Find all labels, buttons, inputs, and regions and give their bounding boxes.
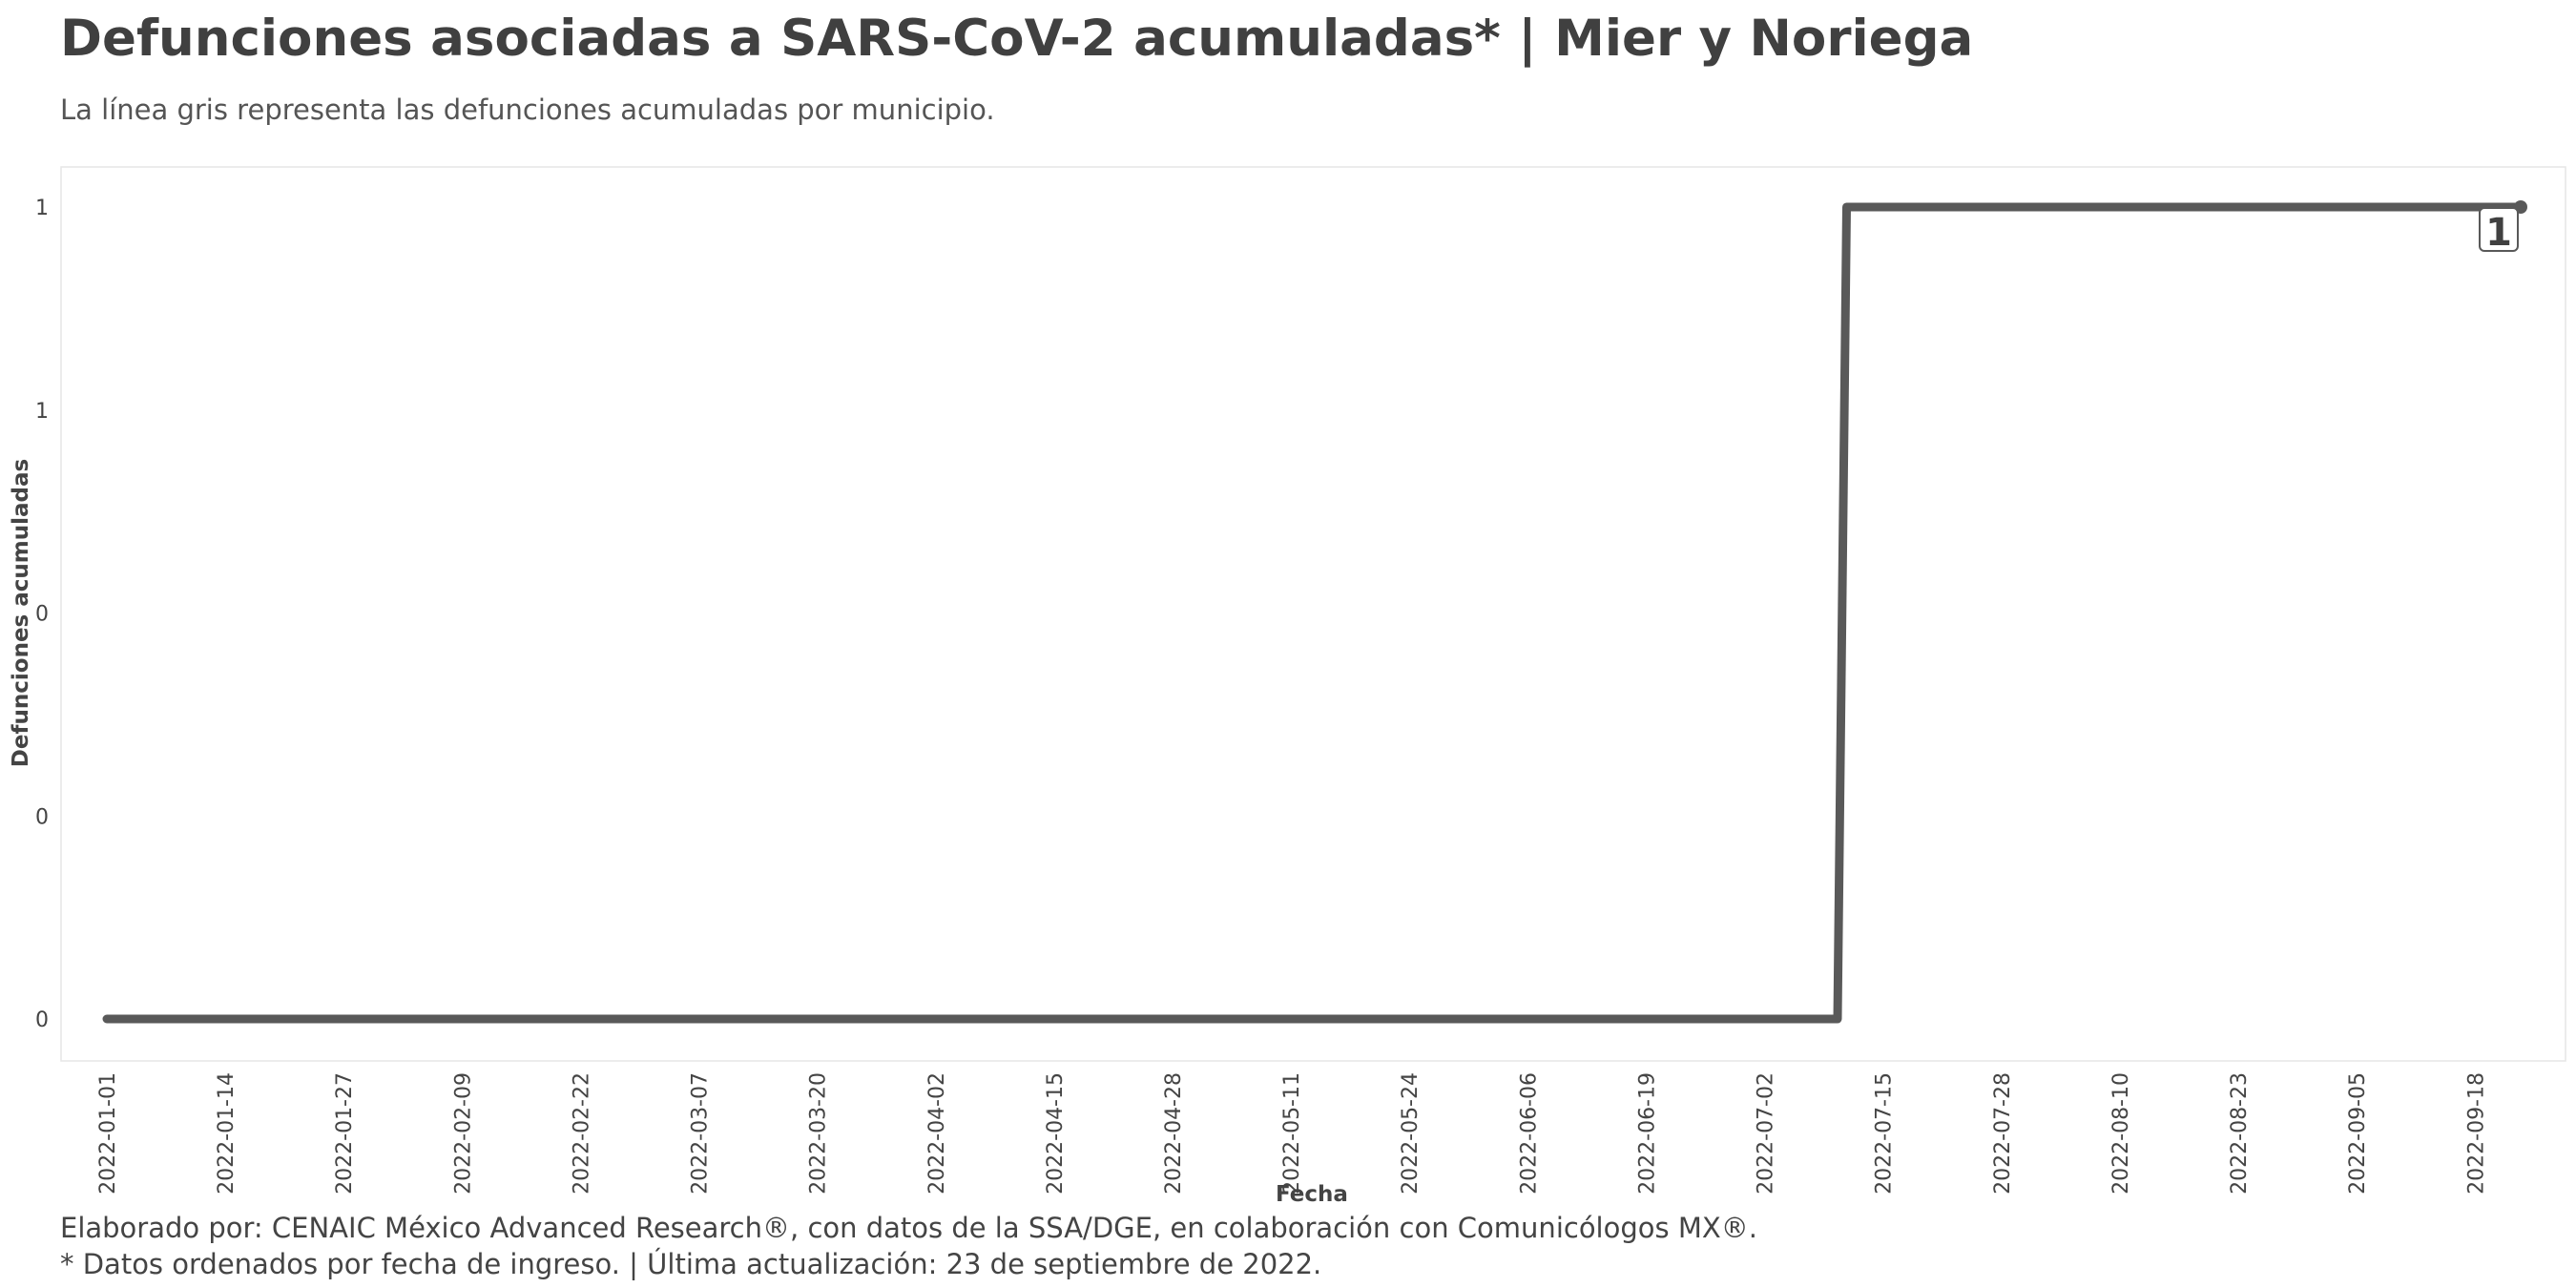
y-axis-ticks: 0 0 0 1 1 bbox=[35, 197, 49, 1032]
x-axis-ticks: 2022-01-01 2022-01-14 2022-01-27 2022-02-09… bbox=[96, 1072, 2488, 1195]
chart-title: Defunciones asociadas a SARS-CoV-2 acumu… bbox=[60, 10, 1974, 68]
plot-panel bbox=[60, 166, 2566, 1062]
x-tick-label: 2022-09-05 bbox=[2346, 1072, 2370, 1195]
x-tick-label: 2022-04-28 bbox=[1162, 1072, 1186, 1195]
x-tick-label: 2022-01-01 bbox=[96, 1072, 120, 1195]
x-axis-title: Fecha bbox=[1276, 1182, 1348, 1204]
x-tick-label: 2022-05-24 bbox=[1399, 1072, 1423, 1195]
y-axis-title: Defunciones acumuladas bbox=[9, 459, 33, 767]
x-tick-label: 2022-04-15 bbox=[1044, 1072, 1068, 1195]
x-tick-label: 2022-06-06 bbox=[1517, 1072, 1541, 1195]
caption-credits: Elaborado por: CENAIC México Advanced Re… bbox=[60, 1212, 1757, 1244]
y-tick-label: 0 bbox=[35, 805, 49, 829]
x-tick-label: 2022-07-02 bbox=[1755, 1072, 1778, 1195]
x-tick-label: 2022-07-15 bbox=[1873, 1072, 1897, 1195]
x-tick-label: 2022-03-07 bbox=[689, 1072, 713, 1195]
x-tick-label: 2022-01-14 bbox=[215, 1072, 239, 1195]
y-tick-label: 0 bbox=[35, 1008, 49, 1032]
x-tick-label: 2022-07-28 bbox=[1991, 1072, 2015, 1195]
x-tick-label: 2022-09-18 bbox=[2464, 1072, 2488, 1195]
x-tick-label: 2022-01-27 bbox=[333, 1072, 357, 1195]
x-tick-label: 2022-06-19 bbox=[1635, 1072, 1659, 1195]
x-tick-label: 2022-02-22 bbox=[570, 1072, 593, 1195]
x-tick-label: 2022-03-20 bbox=[807, 1072, 831, 1195]
x-tick-label: 2022-08-10 bbox=[2109, 1072, 2133, 1195]
end-label: 1 bbox=[2485, 211, 2512, 255]
x-tick-label: 2022-02-09 bbox=[451, 1072, 475, 1195]
caption-note: * Datos ordenados por fecha de ingreso. … bbox=[60, 1248, 1322, 1280]
end-label-background bbox=[2479, 207, 2519, 252]
x-tick-label: 2022-08-23 bbox=[2228, 1072, 2252, 1195]
end-label-box: 1 bbox=[2479, 207, 2519, 255]
series-line bbox=[102, 202, 2525, 1024]
y-tick-label: 0 bbox=[35, 603, 49, 627]
chart-caption: Elaborado por: CENAIC México Advanced Re… bbox=[60, 1210, 1757, 1282]
y-tick-label: 1 bbox=[35, 400, 49, 424]
x-tick-label: 2022-04-02 bbox=[925, 1072, 949, 1195]
chart-subtitle: La línea gris representa las defunciones… bbox=[60, 93, 995, 126]
y-tick-label: 1 bbox=[35, 197, 49, 220]
x-tick-label: 2022-05-11 bbox=[1280, 1072, 1304, 1195]
